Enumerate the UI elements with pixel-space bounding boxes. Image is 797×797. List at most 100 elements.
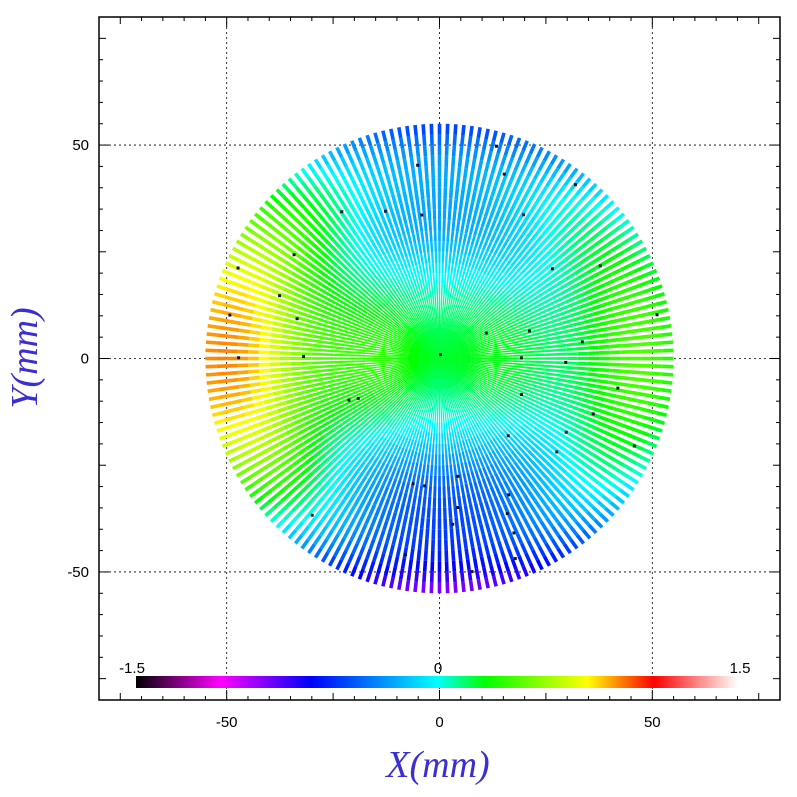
spoke-segment xyxy=(572,286,584,295)
spoke-segment xyxy=(462,265,467,277)
spoke-segment xyxy=(381,520,389,532)
spoke-segment xyxy=(401,281,408,292)
spoke-segment xyxy=(406,245,412,257)
spoke-segment xyxy=(441,379,444,391)
spoke-segment xyxy=(237,342,249,347)
spoke-segment xyxy=(544,230,555,241)
spoke-segment xyxy=(532,380,544,386)
spoke-segment xyxy=(661,380,673,385)
spoke-segment xyxy=(503,225,511,237)
data-spoke xyxy=(429,358,441,594)
spoke-segment xyxy=(355,370,367,375)
spoke-segment xyxy=(397,353,408,356)
spoke-segment xyxy=(486,415,495,425)
spoke-segment xyxy=(338,261,349,271)
spoke-segment xyxy=(331,210,341,222)
spoke-segment xyxy=(460,363,471,367)
spoke-segment xyxy=(543,332,555,338)
spoke-segment xyxy=(239,328,251,334)
spoke-segment xyxy=(396,434,404,446)
spoke-segment xyxy=(432,379,436,390)
spoke-segment xyxy=(519,324,530,331)
spoke-segment xyxy=(555,409,567,417)
spoke-segment xyxy=(229,391,241,398)
spoke-segment xyxy=(549,154,559,166)
spoke-segment xyxy=(379,508,387,520)
spoke-segment xyxy=(389,128,395,140)
spoke-segment xyxy=(320,309,332,316)
spoke-segment xyxy=(402,388,411,398)
spoke-segment xyxy=(319,457,330,467)
spoke-segment xyxy=(376,344,388,349)
spoke-segment xyxy=(478,182,486,194)
spoke-segment xyxy=(292,417,305,426)
spoke-segment xyxy=(272,260,284,270)
spoke-segment xyxy=(584,244,596,254)
spoke-segment xyxy=(347,200,356,212)
spoke-segment xyxy=(507,513,515,525)
spoke-segment xyxy=(427,252,431,264)
spoke-segment xyxy=(550,167,560,179)
spoke-segment xyxy=(583,392,595,399)
spoke-segment xyxy=(418,386,426,397)
spoke-segment xyxy=(477,445,484,457)
spoke-segment xyxy=(453,263,458,275)
data-spoke xyxy=(275,358,440,529)
spoke-segment xyxy=(365,352,376,355)
spoke-segment xyxy=(231,246,244,255)
spoke-segment xyxy=(284,392,296,399)
spoke-segment xyxy=(500,457,509,468)
data-spoke xyxy=(438,150,551,359)
spoke-segment xyxy=(273,395,286,402)
spoke-segment xyxy=(542,412,553,420)
spoke-segment xyxy=(279,458,291,468)
spoke-segment xyxy=(470,364,482,368)
spoke-segment xyxy=(472,147,479,160)
spoke-segment xyxy=(300,451,312,461)
spoke-segment xyxy=(499,177,507,189)
spoke-segment xyxy=(478,408,486,418)
spoke-segment xyxy=(415,336,425,345)
spoke-segment xyxy=(570,446,582,456)
spoke-segment xyxy=(459,516,465,528)
spoke-segment xyxy=(409,381,418,390)
spoke-segment xyxy=(410,326,419,336)
spoke-segment xyxy=(451,319,458,330)
spoke-segment xyxy=(409,313,417,324)
spoke-segment xyxy=(300,301,312,308)
spoke-segment xyxy=(496,246,505,258)
spoke-segment xyxy=(565,413,577,421)
spoke-segment xyxy=(405,125,411,137)
spoke-segment xyxy=(418,220,424,232)
data-spoke xyxy=(307,162,440,359)
spoke-segment xyxy=(420,431,425,443)
spoke-segment xyxy=(470,547,477,559)
spoke-segment xyxy=(517,185,526,197)
spoke-segment xyxy=(371,403,382,412)
spoke-segment xyxy=(324,476,335,487)
spoke-segment xyxy=(420,474,425,486)
spoke-segment xyxy=(326,432,338,442)
spoke-segment xyxy=(609,344,621,349)
spoke-segment xyxy=(624,307,637,314)
spoke-segment xyxy=(360,436,370,447)
spoke-segment xyxy=(455,253,460,265)
spoke-segment xyxy=(511,523,520,535)
spoke-segment xyxy=(288,302,301,309)
spoke-segment xyxy=(502,368,513,373)
spoke-segment xyxy=(312,521,323,533)
spoke-segment xyxy=(424,475,429,487)
spoke-segment xyxy=(376,142,383,154)
spoke-segment xyxy=(262,470,273,480)
spoke-segment xyxy=(325,529,334,541)
spoke-segment xyxy=(633,412,645,420)
spoke-segment xyxy=(260,380,272,386)
spoke-segment xyxy=(403,389,412,399)
spoke-segment xyxy=(395,159,402,171)
spoke-segment xyxy=(405,403,412,414)
spoke-segment xyxy=(494,221,502,233)
spoke-segment xyxy=(393,556,400,568)
spoke-segment xyxy=(315,326,327,332)
spoke-segment xyxy=(414,484,419,496)
data-spoke xyxy=(439,167,579,359)
